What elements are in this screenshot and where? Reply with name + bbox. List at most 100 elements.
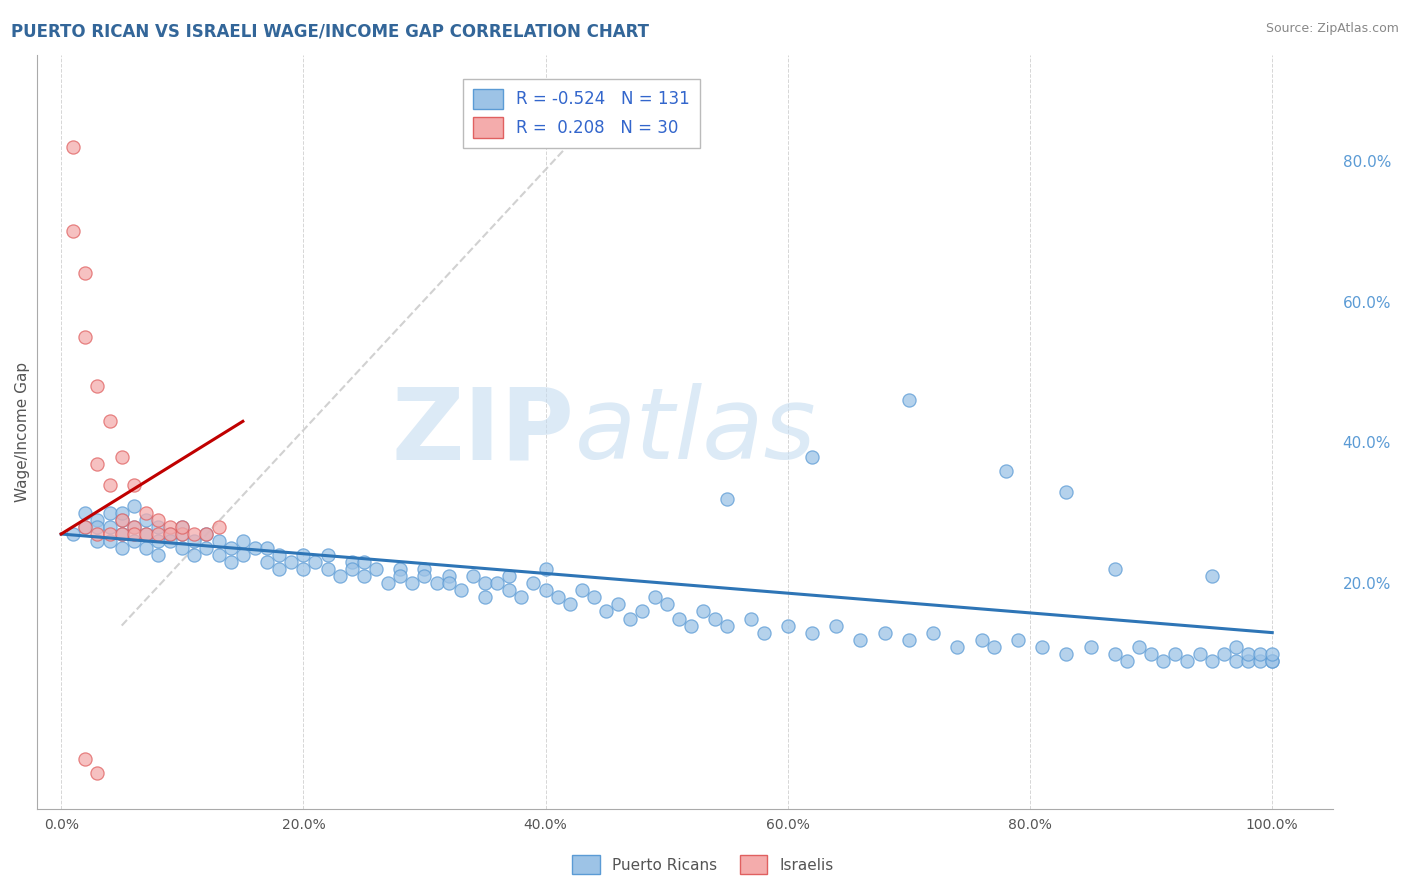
Point <box>752 625 775 640</box>
Point <box>111 527 134 541</box>
Point <box>159 534 181 549</box>
Point <box>825 618 848 632</box>
Point <box>159 527 181 541</box>
Point <box>1104 562 1126 576</box>
Point <box>98 520 121 534</box>
Point <box>1201 654 1223 668</box>
Point <box>644 591 666 605</box>
Point <box>135 541 157 555</box>
Point <box>86 379 108 393</box>
Point <box>801 450 824 464</box>
Point <box>146 548 169 562</box>
Point <box>195 541 218 555</box>
Point <box>389 562 412 576</box>
Point <box>135 506 157 520</box>
Point <box>172 520 194 534</box>
Point <box>1261 647 1284 661</box>
Point <box>75 520 97 534</box>
Point <box>547 591 569 605</box>
Point <box>256 555 278 569</box>
Point <box>498 569 520 583</box>
Point <box>389 569 412 583</box>
Point <box>98 506 121 520</box>
Point <box>946 640 969 654</box>
Point <box>75 506 97 520</box>
Point <box>75 752 97 766</box>
Point <box>86 513 108 527</box>
Point <box>522 576 544 591</box>
Point <box>619 611 641 625</box>
Point <box>1164 647 1187 661</box>
Point <box>122 477 145 491</box>
Point <box>111 450 134 464</box>
Point <box>172 520 194 534</box>
Point <box>98 414 121 428</box>
Point <box>159 520 181 534</box>
Point <box>62 139 84 153</box>
Point <box>75 267 97 281</box>
Point <box>873 625 896 640</box>
Point <box>1261 654 1284 668</box>
Point <box>1249 647 1271 661</box>
Point <box>183 527 205 541</box>
Point <box>679 618 702 632</box>
Point <box>692 605 714 619</box>
Point <box>571 583 593 598</box>
Point <box>655 598 678 612</box>
Point <box>122 520 145 534</box>
Point <box>1080 640 1102 654</box>
Point <box>86 520 108 534</box>
Point <box>740 611 762 625</box>
Point <box>98 527 121 541</box>
Point <box>1007 632 1029 647</box>
Point <box>510 591 533 605</box>
Point <box>269 548 291 562</box>
Point <box>195 527 218 541</box>
Point <box>716 491 738 506</box>
Point <box>1140 647 1163 661</box>
Point <box>631 605 654 619</box>
Point <box>243 541 266 555</box>
Point <box>1177 654 1199 668</box>
Legend: Puerto Ricans, Israelis: Puerto Ricans, Israelis <box>567 849 839 880</box>
Point <box>135 527 157 541</box>
Point <box>111 513 134 527</box>
Point <box>122 534 145 549</box>
Point <box>983 640 1005 654</box>
Point <box>340 562 363 576</box>
Text: Source: ZipAtlas.com: Source: ZipAtlas.com <box>1265 22 1399 36</box>
Point <box>146 513 169 527</box>
Point <box>1225 640 1247 654</box>
Point <box>86 527 108 541</box>
Point <box>1128 640 1150 654</box>
Point <box>1249 654 1271 668</box>
Text: ZIP: ZIP <box>392 384 575 481</box>
Point <box>1237 647 1260 661</box>
Point <box>1188 647 1211 661</box>
Point <box>922 625 945 640</box>
Point <box>364 562 387 576</box>
Point <box>75 520 97 534</box>
Point <box>86 457 108 471</box>
Point <box>668 611 690 625</box>
Point <box>607 598 630 612</box>
Point <box>292 548 315 562</box>
Point <box>304 555 326 569</box>
Point <box>172 541 194 555</box>
Point <box>329 569 352 583</box>
Point <box>426 576 449 591</box>
Y-axis label: Wage/Income Gap: Wage/Income Gap <box>15 362 30 502</box>
Point <box>62 527 84 541</box>
Point <box>219 555 242 569</box>
Point <box>146 534 169 549</box>
Point <box>994 464 1017 478</box>
Point <box>413 569 436 583</box>
Point <box>1152 654 1174 668</box>
Point <box>207 520 229 534</box>
Point <box>256 541 278 555</box>
Point <box>232 548 254 562</box>
Point <box>86 766 108 780</box>
Point <box>98 534 121 549</box>
Point <box>534 583 557 598</box>
Point <box>776 618 799 632</box>
